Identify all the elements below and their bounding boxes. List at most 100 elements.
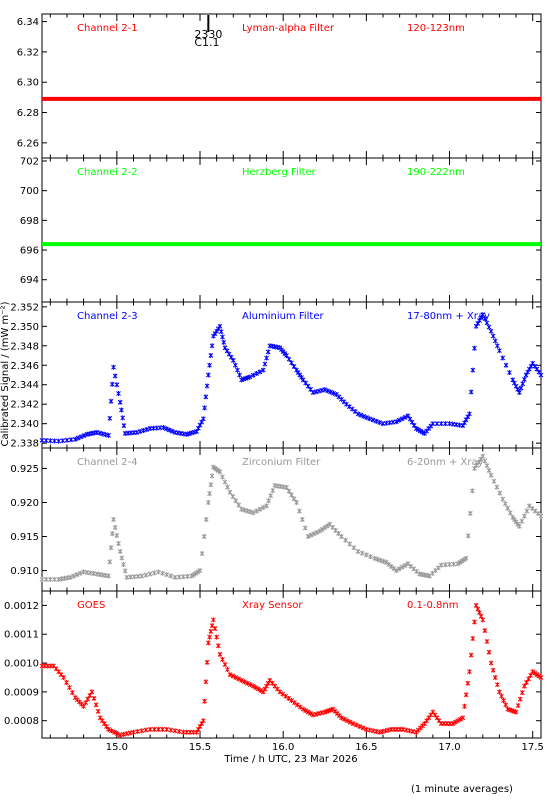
- data-point: [363, 552, 369, 558]
- y-tick-label: 6.34: [17, 17, 39, 28]
- data-point: [131, 574, 137, 580]
- data-point: [114, 533, 120, 539]
- panel-filter-label: Xray Sensor: [242, 600, 303, 611]
- data-point: [163, 426, 169, 432]
- data-point: [343, 537, 348, 543]
- data-point: [109, 531, 115, 537]
- data-point: [239, 677, 244, 683]
- data-point: [536, 369, 542, 375]
- data-point: [107, 415, 113, 421]
- data-point: [172, 574, 178, 580]
- data-point: [430, 709, 436, 715]
- data-point: [494, 484, 500, 490]
- data-point: [467, 510, 473, 516]
- data-point: [381, 558, 386, 564]
- data-point: [284, 353, 289, 359]
- data-point: [373, 418, 379, 424]
- data-point: [488, 328, 494, 334]
- data-point: [214, 634, 220, 640]
- data-point: [245, 680, 250, 686]
- data-point: [491, 478, 497, 484]
- data-point: [227, 672, 233, 678]
- data-point: [455, 718, 461, 724]
- data-point: [289, 360, 294, 366]
- data-point: [532, 508, 538, 514]
- data-point: [176, 574, 182, 580]
- data-point: [407, 728, 412, 734]
- data-point: [507, 510, 513, 516]
- data-point: [265, 349, 271, 355]
- y-tick-label: 0.0008: [4, 716, 39, 727]
- data-point: [486, 467, 492, 473]
- data-point: [112, 525, 118, 531]
- data-point: [181, 574, 186, 580]
- y-tick-label: 694: [20, 275, 39, 286]
- data-point: [522, 376, 527, 382]
- data-point: [411, 566, 417, 572]
- data-point: [39, 437, 45, 443]
- data-point: [56, 438, 61, 444]
- data-point: [490, 667, 496, 673]
- data-point: [377, 419, 383, 425]
- data-point: [109, 728, 114, 734]
- data-point: [530, 360, 536, 366]
- data-point: [494, 343, 500, 349]
- panel-filter-label: Aluminium Filter: [242, 311, 325, 322]
- y-tick-label: 2.348: [10, 341, 39, 352]
- data-point: [328, 389, 333, 395]
- data-point: [291, 363, 297, 369]
- data-point: [286, 488, 292, 494]
- data-point: [344, 401, 349, 407]
- data-point: [160, 570, 165, 576]
- data-point: [502, 501, 508, 507]
- panel-frame: [41, 590, 542, 739]
- data-point: [503, 702, 509, 708]
- data-point: [358, 412, 364, 418]
- data-point: [134, 429, 140, 435]
- data-point: [151, 570, 157, 576]
- data-point: [457, 716, 463, 722]
- data-point: [284, 484, 289, 490]
- data-point: [191, 572, 197, 578]
- data-point: [70, 690, 75, 696]
- y-tick-label: 2.340: [10, 419, 39, 430]
- data-point: [388, 563, 394, 569]
- data-point: [168, 727, 174, 733]
- data-point: [484, 320, 490, 326]
- data-point: [347, 541, 353, 547]
- annotation-label-line2: C1.1: [194, 36, 219, 49]
- data-point: [534, 366, 540, 372]
- data-point: [144, 427, 150, 433]
- data-point: [488, 660, 494, 666]
- data-point: [208, 628, 214, 634]
- data-point: [497, 689, 502, 695]
- data-point: [370, 417, 376, 423]
- data-point: [468, 389, 474, 395]
- data-point: [124, 731, 130, 737]
- data-point: [193, 570, 199, 576]
- data-point: [233, 362, 238, 368]
- data-point: [220, 474, 225, 480]
- data-point: [518, 385, 524, 391]
- annotation-label-line1: 2330: [194, 28, 222, 41]
- data-point: [139, 573, 145, 579]
- data-point: [364, 415, 370, 421]
- data-point: [400, 726, 406, 732]
- data-point: [438, 562, 444, 568]
- data-point: [443, 421, 448, 427]
- data-point: [300, 706, 306, 712]
- data-point: [253, 685, 259, 691]
- data-point: [482, 628, 488, 634]
- data-point: [468, 652, 474, 658]
- data-point: [532, 363, 538, 369]
- data-point: [317, 528, 323, 534]
- data-point: [386, 561, 392, 567]
- data-point: [72, 436, 78, 442]
- data-point: [424, 718, 429, 724]
- data-point: [47, 438, 53, 444]
- data-point: [462, 703, 467, 709]
- x-tick-label: 15.5: [189, 742, 211, 753]
- data-point: [230, 357, 236, 363]
- y-tick-label: 698: [20, 216, 39, 227]
- y-tick-label: 6.26: [17, 138, 39, 149]
